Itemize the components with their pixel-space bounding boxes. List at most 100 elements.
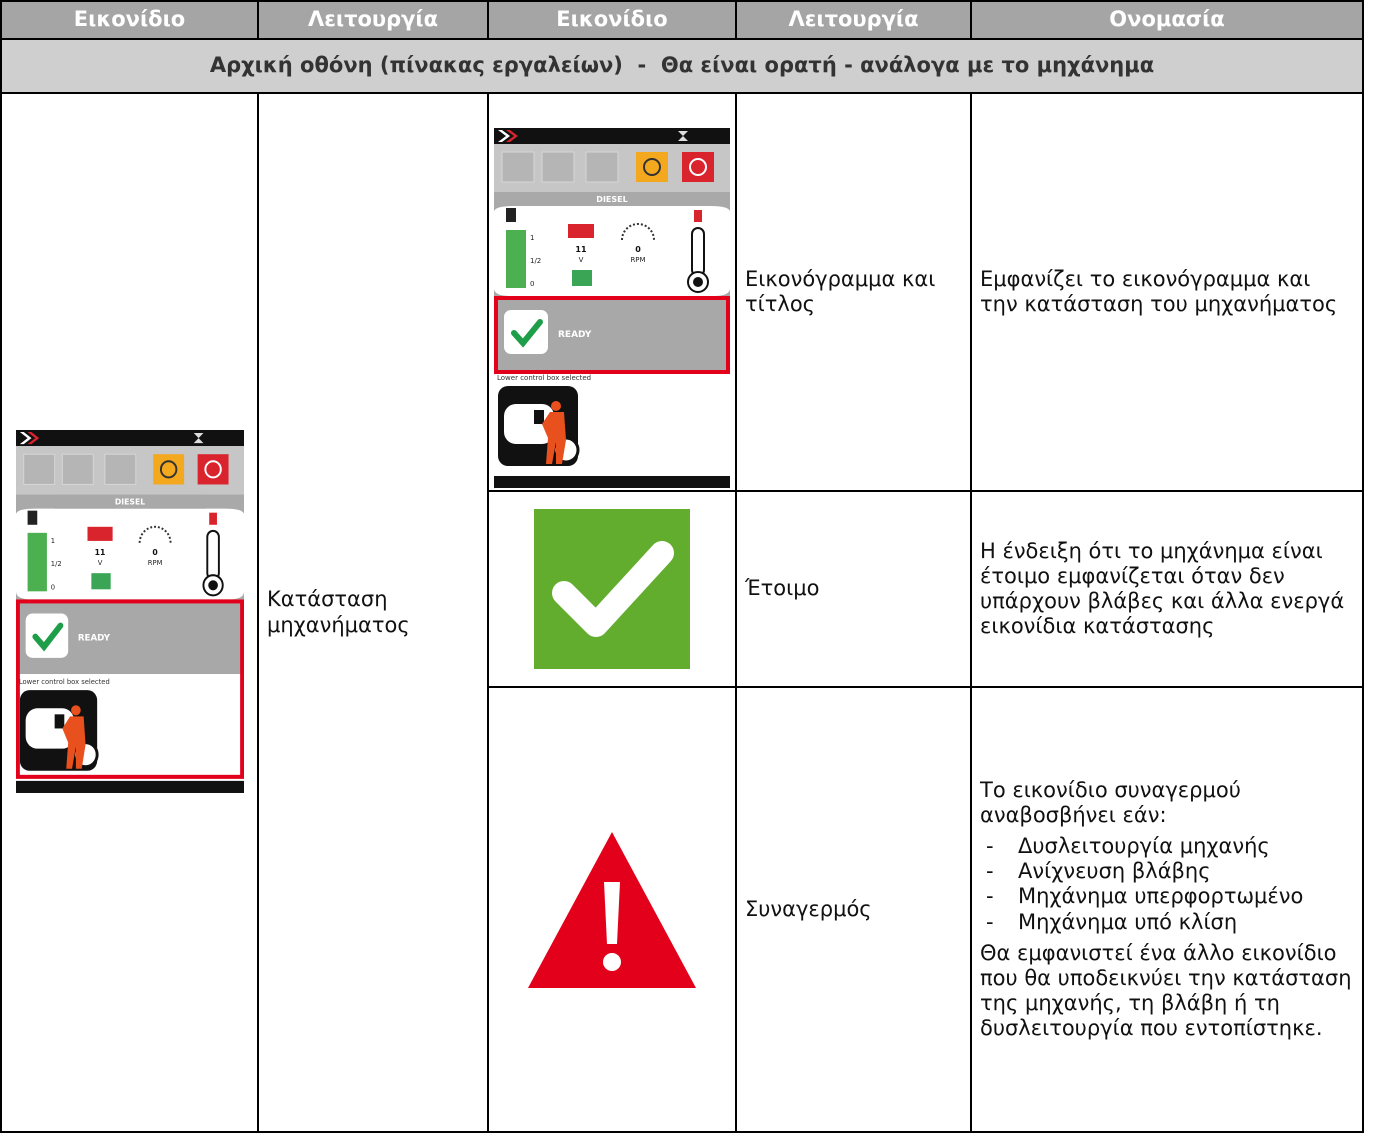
check: [552, 541, 674, 637]
condition: Δυσλειτουργία μηχανής: [980, 834, 1354, 859]
battery: [568, 224, 594, 238]
section-title: Αρχική οθόνη (πίνακας εργαλείων) - Θα εί…: [0, 38, 1364, 94]
hourglass: [193, 433, 203, 444]
operator-body: [542, 412, 566, 464]
icon-cell: [487, 490, 737, 688]
screen-text: 1: [50, 537, 54, 545]
status-icon: [103, 453, 136, 485]
screen-text: 1/2: [530, 257, 541, 265]
hourglass: [678, 131, 688, 141]
top-bar: [494, 128, 730, 144]
description-cell: Η ένδειξη ότι το μηχάνημα είναι έτοιμο ε…: [970, 490, 1364, 688]
panel-top: [54, 494, 205, 509]
fuel-bar: [27, 532, 47, 592]
screen-text: 0: [530, 280, 534, 288]
thermometer-fill: [693, 277, 703, 287]
screen-mockup: DIESEL 1 1/2 0 11 V 0 RPM READY Lower control box…: [15, 430, 244, 795]
function-cell: Κατάσταση μηχανήματος: [257, 92, 489, 1133]
screen-text: 0: [50, 583, 54, 591]
chevron: [498, 130, 510, 142]
warning-icon: [636, 152, 668, 182]
row: DIESEL 1 1/2 0 11 V 0 RPM READY Lower control box…: [0, 92, 1364, 1133]
temp-icon: [208, 512, 217, 525]
icon-cell: DIESEL 1 1/2 0 11 V 0 RPM READY Lower control box…: [487, 92, 737, 492]
fuel-bar: [506, 230, 526, 288]
header-cell: Εικονίδιο: [487, 0, 737, 40]
row: Συναγερμός Το εικονίδιο συναγερμού αναβο…: [1, 686, 1364, 1133]
screen-text: Lower control box selected: [497, 374, 591, 382]
highlight: [15, 599, 244, 779]
chevron: [506, 130, 518, 142]
description-cell: Εμφανίζει το εικονόγραμμα και την κατάστ…: [970, 92, 1364, 492]
icon-cell: [487, 686, 737, 1133]
status-icon: [541, 151, 575, 183]
screen-text: 0: [152, 548, 158, 557]
warning-glyph: [643, 158, 661, 176]
screen-text: 11: [575, 245, 587, 254]
chevron: [19, 432, 31, 445]
condition: Μηχάνημα υπό κλίση: [980, 910, 1354, 935]
machine-panel: [534, 410, 544, 424]
status-check: [31, 622, 63, 652]
fuel-icon: [506, 208, 516, 222]
panel-top: [534, 192, 690, 206]
status-icon: [585, 151, 619, 183]
condition-list: Δυσλειτουργία μηχανής Ανίχνευση βλάβης Μ…: [980, 834, 1354, 935]
screen-text: 1/2: [50, 560, 61, 568]
screen-text: Lower control box selected: [18, 678, 109, 686]
screen-text: RPM: [630, 256, 645, 264]
description: Θα εμφανιστεί ένα άλλο εικονίδιο που θα …: [980, 940, 1352, 1041]
header-cell: Λειτουργία: [257, 0, 489, 40]
screen-text: V: [97, 559, 102, 567]
screen-text: 0: [635, 245, 641, 254]
status-icon: [501, 151, 535, 183]
bottom-bar: [494, 476, 730, 488]
screen-text: READY: [558, 330, 592, 340]
thermometer: [691, 227, 705, 277]
ready-icon: [534, 509, 690, 669]
panel: [15, 508, 244, 600]
alarm-icon: [528, 831, 696, 988]
gauge: [621, 223, 655, 241]
bottom-bar: [15, 780, 244, 793]
icon-cell: DIESEL 1 1/2 0 11 V 0 RPM READY Lower control box…: [0, 92, 259, 1133]
description-cell: Το εικονίδιο συναγερμού αναβοσβήνει εάν:…: [970, 686, 1364, 1133]
alarm-glyph: [689, 158, 707, 176]
thermometer: [205, 529, 220, 581]
machine-panel: [54, 714, 64, 729]
thermometer-fill: [207, 580, 218, 591]
header-cell: Εικονίδιο: [0, 0, 259, 40]
header-cell: Ονομασία: [970, 0, 1364, 40]
section-row: Αρχική οθόνη (πίνακας εργαλείων) - Θα εί…: [0, 38, 1364, 94]
beacon: [572, 270, 592, 286]
screen-text: DIESEL: [114, 497, 144, 506]
warning-glyph: [159, 460, 177, 479]
condition: Ανίχνευση βλάβης: [980, 859, 1354, 884]
alarm-glyph: [203, 460, 222, 479]
top-bar: [15, 430, 244, 447]
function-cell: Εικονόγραμμα και τίτλος: [735, 92, 972, 492]
fuel-icon: [27, 510, 37, 525]
warning-icon: [152, 454, 184, 485]
header-cell: Λειτουργία: [735, 0, 972, 40]
condition: Μηχάνημα υπερφορτωμένο: [980, 884, 1354, 909]
panel: [494, 206, 730, 296]
alarm-icon: [197, 454, 229, 485]
operator-body: [61, 716, 86, 769]
description: Το εικονίδιο συναγερμού αναβοσβήνει εάν:: [980, 777, 1241, 827]
status-icon: [22, 453, 55, 485]
screen-mockup: DIESEL 1 1/2 0 11 V 0 RPM READY Lower control box…: [494, 128, 730, 490]
status-box: [504, 310, 548, 354]
highlight: [494, 296, 730, 374]
operator-head: [70, 705, 81, 716]
screen-text: 1: [530, 234, 534, 242]
chevron: [27, 432, 39, 445]
status-check: [511, 319, 543, 348]
gauge: [138, 525, 172, 543]
status-box: [25, 613, 68, 658]
function-cell: Συναγερμός: [735, 686, 972, 1133]
function-cell: Έτοιμο: [735, 490, 972, 688]
alarm-bar: [604, 881, 620, 944]
alarm-icon: [682, 152, 714, 182]
